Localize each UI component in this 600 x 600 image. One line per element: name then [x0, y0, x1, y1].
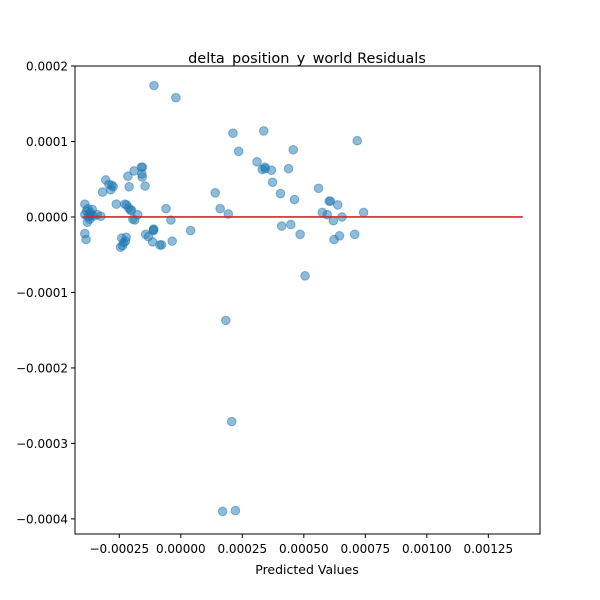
y-tick-label: −0.0001 [16, 286, 68, 300]
scatter-point [283, 163, 294, 174]
scatter-point [221, 315, 231, 326]
scatter-point [137, 172, 147, 182]
scatter-point [295, 229, 305, 240]
scatter-point [156, 240, 167, 250]
scatter-point [217, 506, 228, 517]
scatter-point [276, 221, 287, 231]
scatter-point [267, 177, 278, 188]
scatter-point [223, 209, 234, 219]
scatter-point [313, 183, 324, 194]
scatter-point [230, 505, 241, 516]
scatter-point [258, 126, 269, 136]
scatter-point [266, 165, 277, 175]
scatter-point [124, 181, 134, 192]
x-tick-label: 0.00075 [341, 542, 391, 556]
x-tick-label: 0.00125 [464, 542, 514, 556]
scatter-point [289, 194, 300, 205]
scatter-point [285, 219, 296, 230]
scatter-point [111, 199, 122, 209]
scatter-point [325, 196, 336, 206]
scatter-point [97, 187, 108, 197]
scatter-point [210, 188, 221, 198]
x-axis: −0.00025 0.00000 0.00025 0.00050 0.00075 0.00… [89, 534, 513, 556]
scatter-point [171, 92, 181, 103]
scatter-point [167, 236, 177, 246]
scatter-point [349, 229, 360, 240]
scatter-point [185, 225, 196, 236]
y-tick-label: −0.0003 [16, 437, 68, 451]
scatter-point [275, 188, 286, 199]
x-tick-label: 0.00050 [279, 542, 329, 556]
scatter-point [140, 181, 150, 191]
scatter-point [166, 215, 176, 225]
scatter-point [233, 146, 244, 157]
scatter-point [332, 200, 343, 210]
scatter-point [148, 224, 159, 234]
x-axis-label: Predicted Values [255, 562, 359, 577]
scatter-point [334, 231, 345, 241]
x-tick-label: 0.00025 [217, 542, 267, 556]
y-tick-label: 0.0000 [26, 210, 68, 224]
y-tick-label: 0.0002 [26, 60, 68, 74]
scatter-point [352, 135, 363, 146]
scatter-point [228, 128, 238, 138]
chart-title: delta_position_y_world Residuals [188, 51, 426, 67]
y-tick-label: −0.0002 [16, 361, 68, 375]
x-tick-label: 0.00100 [402, 542, 452, 556]
x-tick-label: −0.00025 [89, 542, 149, 556]
scatter-point [137, 162, 148, 172]
scatter-point [161, 203, 171, 214]
scatter-point [226, 416, 237, 427]
scatter-point [300, 271, 310, 281]
scatter-point [149, 80, 159, 91]
scatter-point [108, 181, 118, 192]
plot-frame [74, 65, 541, 535]
y-tick-label: −0.0004 [16, 512, 68, 526]
scatter-point [215, 203, 225, 214]
x-tick-label: 0.00000 [156, 542, 206, 556]
scatter-point [288, 144, 299, 155]
scatter-point [358, 207, 369, 218]
scatter-point [123, 171, 133, 182]
scatter-point [81, 234, 91, 245]
scatter-point [121, 232, 131, 243]
y-tick-label: 0.0001 [26, 135, 68, 149]
scatter-point [252, 157, 262, 167]
y-axis: 0.0002 0.0001 0.0000 −0.0001 −0.0002 −0.0003 −… [16, 60, 75, 526]
